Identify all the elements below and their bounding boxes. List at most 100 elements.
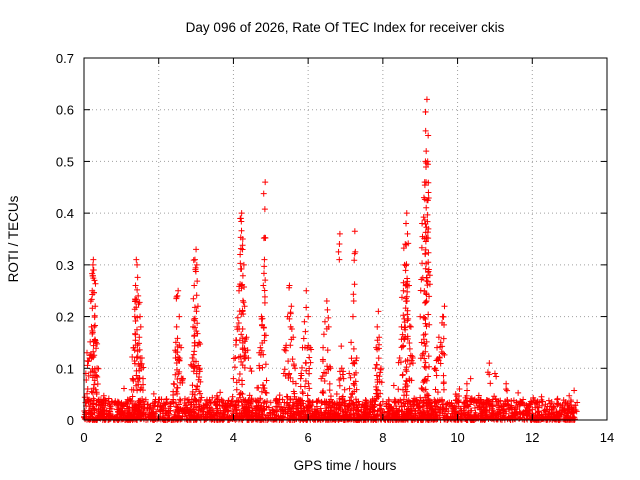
roti-point bbox=[297, 375, 304, 382]
roti-point bbox=[262, 277, 269, 284]
roti-point bbox=[261, 256, 268, 263]
roti-point bbox=[193, 261, 200, 268]
baseline-point bbox=[407, 410, 414, 417]
roti-point bbox=[298, 364, 305, 371]
roti-point bbox=[176, 396, 183, 403]
roti-point bbox=[240, 396, 247, 403]
baseline-point bbox=[158, 404, 165, 411]
baseline-point bbox=[441, 414, 448, 421]
baseline-point bbox=[225, 407, 232, 414]
roti-point bbox=[422, 316, 429, 323]
roti-point bbox=[374, 323, 381, 330]
roti-point bbox=[418, 244, 425, 251]
roti-point bbox=[87, 338, 94, 345]
baseline-point bbox=[137, 416, 144, 423]
baseline-point bbox=[115, 409, 122, 416]
roti-point bbox=[467, 395, 474, 402]
roti-point bbox=[240, 299, 247, 306]
roti-point bbox=[279, 396, 286, 403]
roti-point bbox=[84, 385, 91, 392]
roti-point bbox=[350, 298, 357, 305]
y-tick-label: 0.1 bbox=[56, 361, 74, 376]
roti-point bbox=[425, 249, 432, 256]
roti-point bbox=[296, 397, 303, 404]
roti-point bbox=[376, 373, 383, 380]
baseline-point bbox=[469, 414, 476, 421]
roti-point bbox=[352, 357, 359, 364]
roti-point bbox=[352, 369, 359, 376]
baseline-point bbox=[217, 389, 224, 396]
baseline-point bbox=[570, 414, 577, 421]
roti-point bbox=[232, 354, 239, 361]
baseline-point bbox=[431, 406, 438, 413]
baseline-point bbox=[255, 411, 262, 418]
roti-point bbox=[320, 331, 327, 338]
y-axis-label: ROTI / TECUs bbox=[6, 195, 21, 282]
roti-point bbox=[193, 292, 200, 299]
roti-point bbox=[411, 395, 418, 402]
baseline-point bbox=[136, 409, 143, 416]
baseline-point bbox=[175, 401, 182, 408]
roti-point bbox=[173, 295, 180, 302]
roti-point bbox=[504, 398, 511, 405]
roti-point bbox=[423, 392, 430, 399]
roti-point bbox=[437, 360, 444, 367]
roti-point bbox=[95, 365, 102, 372]
roti-point bbox=[261, 385, 268, 392]
roti-point bbox=[298, 372, 305, 379]
roti-point bbox=[91, 336, 98, 343]
roti-point bbox=[350, 345, 357, 352]
baseline-point bbox=[276, 392, 283, 399]
roti-point bbox=[407, 323, 414, 330]
roti-point bbox=[418, 276, 425, 283]
roti-point bbox=[238, 210, 245, 217]
roti-point bbox=[196, 366, 203, 373]
baseline-point bbox=[516, 401, 523, 408]
roti-point bbox=[136, 346, 143, 353]
roti-point bbox=[174, 384, 181, 391]
roti-point bbox=[378, 379, 385, 386]
y-tick-label: 0.7 bbox=[56, 51, 74, 66]
baseline-point bbox=[185, 396, 192, 403]
roti-point bbox=[405, 315, 412, 322]
roti-point bbox=[85, 358, 92, 365]
baseline-point bbox=[245, 413, 252, 420]
baseline-point bbox=[110, 416, 117, 423]
roti-point bbox=[403, 220, 410, 227]
roti-point bbox=[93, 391, 100, 398]
baseline-point bbox=[298, 413, 305, 420]
baseline-point bbox=[127, 413, 134, 420]
baseline-point bbox=[99, 410, 106, 417]
roti-point bbox=[193, 246, 200, 253]
roti-point bbox=[425, 179, 432, 186]
roti-point bbox=[326, 398, 333, 405]
roti-point bbox=[292, 380, 299, 387]
baseline-point bbox=[373, 412, 380, 419]
x-tick-label: 8 bbox=[379, 430, 386, 445]
roti-point bbox=[288, 303, 295, 310]
roti-point bbox=[92, 339, 99, 346]
baseline-point bbox=[216, 399, 223, 406]
roti-point bbox=[238, 358, 245, 365]
roti-point bbox=[348, 339, 355, 346]
roti-point bbox=[306, 370, 313, 377]
baseline-point bbox=[333, 406, 340, 413]
baseline-point bbox=[422, 412, 429, 419]
roti-point bbox=[373, 383, 380, 390]
baseline-point bbox=[436, 412, 443, 419]
y-tick-label: 0.6 bbox=[56, 103, 74, 118]
baseline-point bbox=[165, 405, 172, 412]
roti-point bbox=[247, 400, 254, 407]
roti-point bbox=[171, 381, 178, 388]
roti-point bbox=[351, 250, 358, 257]
roti-point bbox=[241, 345, 248, 352]
roti-point bbox=[463, 392, 470, 399]
baseline-point bbox=[194, 412, 201, 419]
roti-point bbox=[437, 339, 444, 346]
roti-point bbox=[324, 347, 331, 354]
y-tick-label: 0.2 bbox=[56, 310, 74, 325]
roti-point bbox=[247, 365, 254, 372]
roti-point bbox=[194, 278, 201, 285]
baseline-point bbox=[229, 406, 236, 413]
baseline-point bbox=[248, 416, 255, 423]
